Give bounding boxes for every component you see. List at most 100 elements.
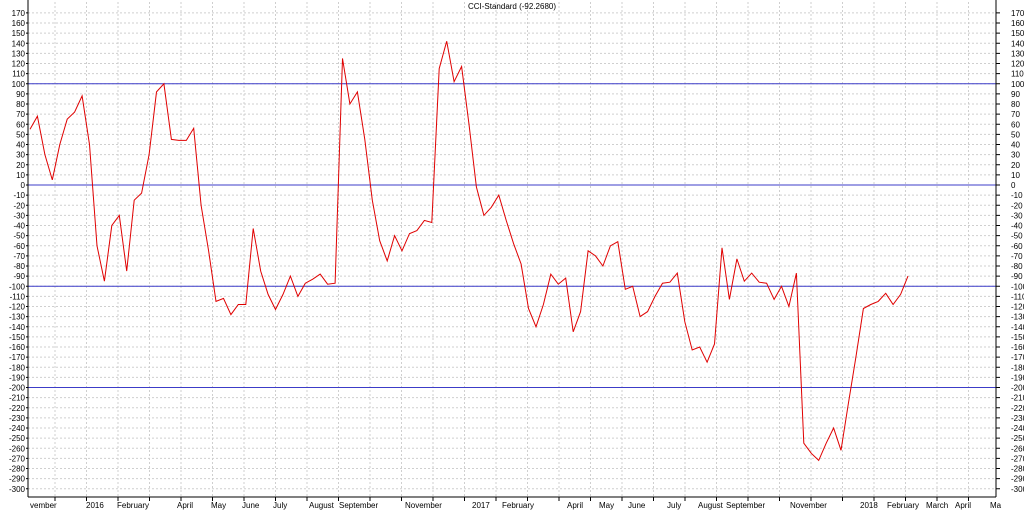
y-tick-label-right: 90 [1011,90,1020,99]
y-tick-label-left: -120 [9,303,26,312]
y-tick-label-left: -290 [9,475,26,484]
y-tick-label-right: -170 [1011,353,1024,362]
y-tick-label-left: -260 [9,444,26,453]
y-tick-label-left: -220 [9,404,26,413]
y-tick-label-left: 160 [12,19,26,28]
y-tick-label-left: -140 [9,323,26,332]
x-tick-label: November [790,501,827,510]
x-tick-label: Ma [990,501,1002,510]
x-tick-label: July [667,501,681,510]
y-tick-label-right: -110 [1011,292,1024,301]
y-tick-label-right: 0 [1011,181,1016,190]
y-tick-label-right: -270 [1011,454,1024,463]
y-tick-label-left: -230 [9,414,26,423]
y-tick-label-left: -30 [13,211,25,220]
y-tick-label-right: -260 [1011,444,1024,453]
y-tick-label-right: 20 [1011,161,1020,170]
y-tick-label-right: 30 [1011,151,1020,160]
y-tick-label-left: 40 [16,141,25,150]
x-tick-label: June [242,501,260,510]
y-tick-label-right: 80 [1011,100,1020,109]
y-tick-label-right: -190 [1011,373,1024,382]
axes [27,0,997,498]
y-tick-label-right: 60 [1011,120,1020,129]
y-tick-label-left: -270 [9,454,26,463]
y-tick-label-left: -160 [9,343,26,352]
x-tick-label: April [177,501,193,510]
y-tick-label-right: -10 [1011,191,1023,200]
reference-lines [28,83,996,388]
y-tick-label-right: -160 [1011,343,1024,352]
y-tick-label-right: 70 [1011,110,1020,119]
x-tick-label: February [502,501,534,510]
y-tick-label-left: 60 [16,120,25,129]
y-tick-label-right: -80 [1011,262,1023,271]
y-tick-label-right: -140 [1011,323,1024,332]
y-tick-label-left: 170 [12,9,26,18]
y-tick-label-left: 30 [16,151,25,160]
y-tick-label-left: 10 [16,171,25,180]
y-tick-label-right: -250 [1011,434,1024,443]
y-tick-label-right: 120 [1011,60,1024,69]
chart-title: CCI-Standard (-92.2680) [468,2,556,11]
y-tick-label-right: -230 [1011,414,1024,423]
x-tick-label: February [117,501,149,510]
y-tick-label-right: 170 [1011,9,1024,18]
y-tick-label-left: 90 [16,90,25,99]
x-tick-label: May [599,501,614,510]
y-tick-label-left: -40 [13,222,25,231]
y-tick-label-right: 130 [1011,49,1024,58]
y-tick-label-right: -40 [1011,222,1023,231]
y-tick-label-right: -220 [1011,404,1024,413]
y-tick-label-left: 110 [12,70,25,79]
y-tick-label-left: -100 [9,282,26,291]
y-tick-label-right: 140 [1011,39,1024,48]
y-tick-label-right: -70 [1011,252,1023,261]
x-tick-label: July [273,501,287,510]
y-tick-label-left: -300 [9,485,26,494]
y-tick-label-left: -10 [13,191,25,200]
y-tick-label-right: 150 [1011,29,1024,38]
y-tick-label-left: -70 [13,252,25,261]
y-tick-label-right: -130 [1011,313,1024,322]
x-tick-label: April [567,501,583,510]
x-tick-label: June [628,501,646,510]
y-tick-label-left: 70 [16,110,25,119]
y-tick-label-right: -300 [1011,485,1024,494]
grid [28,2,996,497]
cci-series-line [29,41,909,462]
x-tick-label: vember [30,501,57,510]
x-tick-label: 2018 [860,501,878,510]
y-tick-label-left: -60 [13,242,25,251]
y-tick-label-left: -180 [9,363,26,372]
x-tick-label: September [339,501,378,510]
y-tick-label-left: 20 [16,161,25,170]
y-tick-label-right: -30 [1011,211,1023,220]
y-tick-label-right: 10 [1011,171,1020,180]
y-tick-label-left: 100 [12,80,26,89]
x-tick-label: 2016 [86,501,104,510]
y-tick-label-right: 160 [1011,19,1024,28]
y-tick-label-left: 130 [12,49,26,58]
x-tick-label: May [211,501,226,510]
y-tick-label-right: 50 [1011,130,1020,139]
y-tick-label-right: -150 [1011,333,1024,342]
y-tick-label-right: -50 [1011,232,1023,241]
y-tick-label-right: 110 [1011,70,1024,79]
x-tick-labels: vember 2016 February April May June July August… [30,497,1002,510]
y-tick-label-right: -60 [1011,242,1023,251]
y-tick-label-right: -20 [1011,201,1023,210]
y-tick-label-left: -250 [9,434,26,443]
y-tick-label-left: 140 [12,39,26,48]
y-tick-label-left: -150 [9,333,26,342]
x-tick-label: March [926,501,948,510]
x-tick-label: August [698,501,724,510]
y-tick-label-right: 100 [1011,80,1024,89]
y-tick-label-left: -130 [9,313,26,322]
y-tick-label-left: 150 [12,29,26,38]
x-tick-label: 2017 [472,501,490,510]
y-tick-label-right: -100 [1011,282,1024,291]
y-tick-label-left: -80 [13,262,25,271]
